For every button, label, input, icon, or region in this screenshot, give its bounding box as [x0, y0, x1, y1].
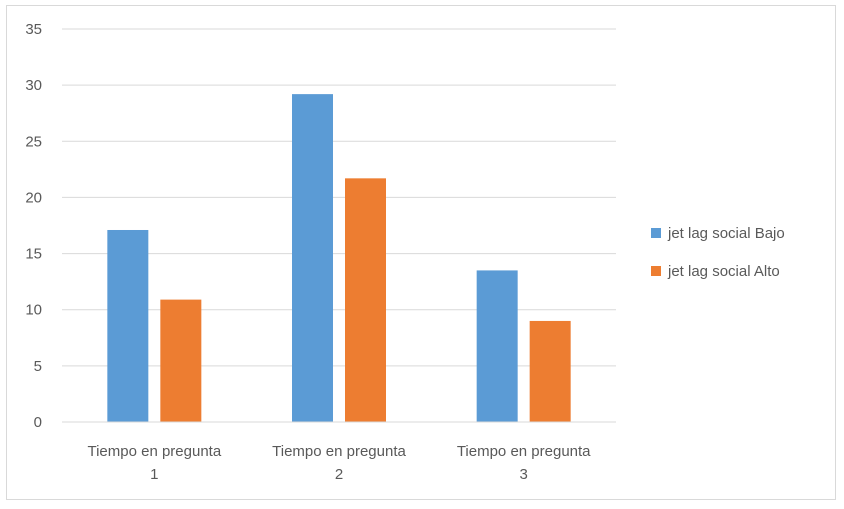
y-tick-label: 15: [25, 246, 42, 263]
y-tick-label: 35: [25, 21, 42, 38]
gridlines: [62, 28, 616, 367]
y-tick-label: 30: [25, 77, 42, 94]
y-tick-label: 20: [25, 189, 42, 206]
bars: [107, 94, 571, 422]
x-axis-category-labels: Tiempo en pregunta 1 Tiempo en pregunta 2 Ti…: [87, 443, 591, 483]
y-tick-label: 25: [25, 133, 42, 150]
y-tick-label: 10: [25, 302, 42, 319]
bar-series-2-category-3: [529, 320, 571, 422]
y-tick-label: 5: [34, 358, 42, 375]
legend-swatch: [651, 266, 661, 276]
legend-label: jet lag social Alto: [667, 263, 780, 280]
legend-swatch: [651, 228, 661, 238]
category-label: 1: [150, 466, 158, 483]
category-label: Tiempo en pregunta: [457, 443, 591, 460]
category-label: 2: [335, 466, 343, 483]
y-tick-label: 0: [34, 414, 42, 431]
category-label: 3: [519, 466, 527, 483]
bar-series-1-category-1: [107, 229, 149, 422]
category-label: Tiempo en pregunta: [272, 443, 406, 460]
y-axis-tick-labels: 0 5 10 15 20 25 30 35: [25, 21, 42, 431]
bar-series-2-category-2: [345, 178, 386, 422]
legend: jet lag social Bajo jet lag social Alto: [651, 225, 785, 280]
bar-series-1-category-2: [292, 94, 333, 422]
bar-series-1-category-3: [476, 270, 518, 422]
bar-series-2-category-1: [160, 299, 202, 422]
legend-label: jet lag social Bajo: [667, 225, 785, 242]
category-label: Tiempo en pregunta: [87, 443, 221, 460]
